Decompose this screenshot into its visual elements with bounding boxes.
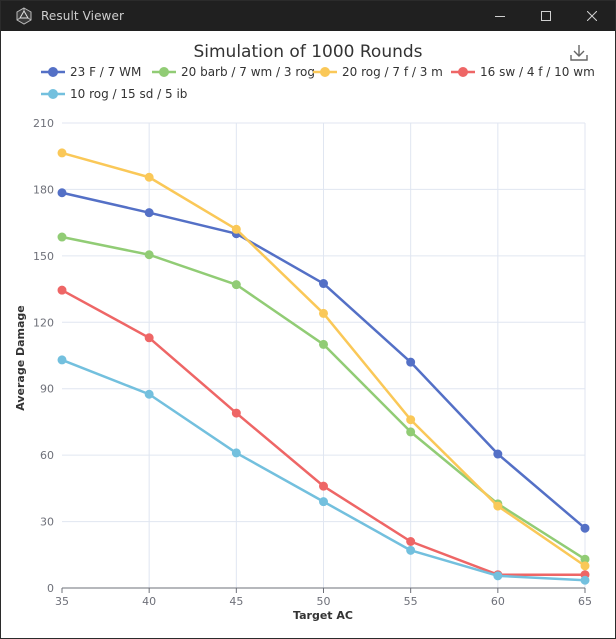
data-point[interactable] [57,285,67,295]
maximize-button[interactable] [523,1,569,31]
x-tick-label: 55 [404,595,418,608]
chart-container: Simulation of 1000 Rounds 23 F / 7 WM 20 … [9,31,609,632]
close-button[interactable] [569,1,615,31]
y-tick-label: 210 [33,117,54,130]
legend-label: 10 rog / 15 sd / 5 ib [70,87,187,101]
x-tick-label: 60 [491,595,505,608]
download-button[interactable] [568,42,590,64]
data-point[interactable] [493,571,503,581]
data-point[interactable] [406,545,416,555]
data-point[interactable] [231,224,241,234]
legend-label: 16 sw / 4 f / 10 wm [480,65,595,79]
data-point[interactable] [319,339,328,349]
data-point[interactable] [493,501,503,511]
dice-app-icon [16,7,32,25]
data-point[interactable] [57,232,67,242]
legend-item[interactable]: 20 rog / 7 f / 3 m [313,65,443,79]
line-chart: Simulation of 1000 Rounds 23 F / 7 WM 20 … [14,42,595,622]
x-tick-label: 65 [578,595,592,608]
y-tick-label: 0 [47,582,54,595]
x-tick-label: 45 [229,595,243,608]
legend-item[interactable]: 23 F / 7 WM [41,65,141,79]
data-point[interactable] [319,481,328,491]
legend-marker [48,89,58,99]
data-point[interactable] [580,523,590,533]
data-point[interactable] [319,279,328,289]
data-point[interactable] [319,497,328,507]
minimize-button[interactable] [477,1,523,31]
data-point[interactable] [57,148,67,158]
x-tick-label: 35 [55,595,69,608]
y-tick-label: 120 [33,316,54,329]
minimize-icon [495,16,505,17]
data-point[interactable] [580,575,590,585]
y-tick-label: 60 [40,449,54,462]
data-point[interactable] [231,408,241,418]
data-point[interactable] [493,449,503,459]
y-tick-label: 90 [40,383,54,396]
data-point[interactable] [57,355,67,365]
close-icon [587,11,597,21]
maximize-icon [541,11,551,21]
window-title: Result Viewer [41,9,124,23]
legend-item[interactable]: 10 rog / 15 sd / 5 ib [41,87,187,101]
data-point[interactable] [406,357,416,367]
data-point[interactable] [57,188,67,198]
data-point[interactable] [144,250,154,260]
legend-marker [458,67,468,77]
data-point[interactable] [144,172,154,182]
x-tick-label: 40 [142,595,156,608]
data-point[interactable] [406,537,416,546]
data-point[interactable] [144,208,154,218]
data-point[interactable] [319,308,328,318]
legend-label: 20 rog / 7 f / 3 m [342,65,443,79]
data-point[interactable] [406,427,416,437]
legend-item[interactable]: 16 sw / 4 f / 10 wm [451,65,595,79]
legend-marker [159,67,169,77]
grid [62,122,586,588]
data-point[interactable] [231,448,241,458]
data-point[interactable] [580,561,590,571]
legend: 23 F / 7 WM 20 barb / 7 wm / 3 rog 20 rog … [41,65,595,101]
title-bar[interactable]: Result Viewer [1,1,615,31]
series-2 [57,148,590,571]
legend-item[interactable]: 20 barb / 7 wm / 3 rog [152,65,315,79]
data-point[interactable] [144,389,154,399]
y-tick-label: 150 [33,250,54,263]
y-tick-label: 180 [33,183,54,196]
data-point[interactable] [406,415,416,425]
y-tick-label: 30 [40,516,54,529]
x-tick-label: 50 [317,595,331,608]
x-axis-title: Target AC [293,609,353,622]
data-point[interactable] [231,280,241,290]
series-4 [57,355,590,585]
download-icon [570,45,588,61]
series-0 [57,188,590,533]
legend-marker [320,67,330,77]
axes: 0 30 60 90 120 150 180 210 35 40 45 50 55 60 65 [33,117,592,608]
chart-title: Simulation of 1000 Rounds [193,42,422,62]
series-layer [57,148,590,585]
legend-marker [48,67,58,77]
legend-label: 20 barb / 7 wm / 3 rog [181,65,315,79]
y-axis-title: Average Damage [14,305,27,411]
legend-label: 23 F / 7 WM [70,65,141,79]
data-point[interactable] [144,333,154,343]
window-controls [477,1,615,31]
